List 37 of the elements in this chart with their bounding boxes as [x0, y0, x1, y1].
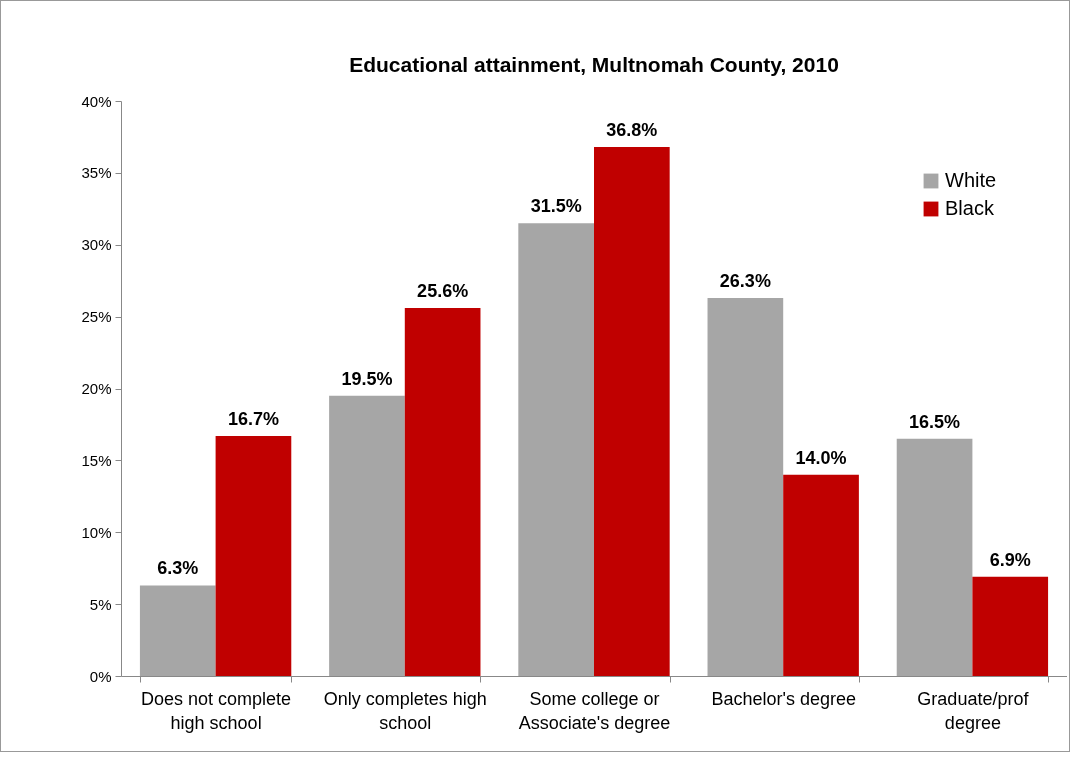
bar — [783, 474, 859, 676]
data-label: 14.0% — [795, 447, 847, 468]
data-label: 25.6% — [417, 281, 469, 301]
x-tick-label: Only completes high school — [323, 688, 487, 733]
y-tick-label: 35% — [81, 164, 112, 182]
x-tick-label: Bachelor's degree — [711, 688, 856, 709]
data-label: 26.3% — [719, 270, 771, 291]
x-tick-label: Does not complete high school — [141, 688, 292, 733]
x-tick-label: Graduate/prof degree — [917, 688, 1030, 733]
data-label: 31.5% — [530, 196, 582, 217]
bar — [404, 308, 481, 676]
bar — [896, 438, 973, 676]
bar — [972, 576, 1049, 676]
y-tick-label: 20% — [81, 380, 112, 397]
bar — [518, 223, 594, 676]
data-label: 19.5% — [341, 368, 393, 389]
data-label: 6.3% — [157, 558, 199, 579]
bar — [707, 297, 784, 676]
data-label: 6.9% — [989, 549, 1031, 570]
y-tick-label: 15% — [81, 451, 112, 469]
data-label: 16.5% — [909, 411, 961, 432]
data-label: 16.7% — [227, 408, 279, 429]
y-tick-label: 10% — [81, 523, 112, 541]
bar — [329, 395, 405, 676]
y-tick-label: 5% — [89, 595, 112, 613]
legend-label: White — [945, 169, 997, 191]
y-tick-label: 40% — [81, 92, 112, 110]
y-tick-label: 30% — [81, 236, 112, 254]
x-tick-label: Some college or Associate's degree — [518, 688, 671, 733]
bar — [139, 585, 216, 676]
data-label: 36.8% — [606, 120, 658, 140]
bar — [215, 435, 292, 676]
legend-label: Black — [945, 197, 995, 219]
chart-title: Educational attainment, Multnomah County, 2010 — [349, 53, 839, 76]
y-tick-label: 0% — [89, 667, 112, 685]
bar — [594, 147, 670, 676]
y-tick-label: 25% — [81, 308, 112, 326]
